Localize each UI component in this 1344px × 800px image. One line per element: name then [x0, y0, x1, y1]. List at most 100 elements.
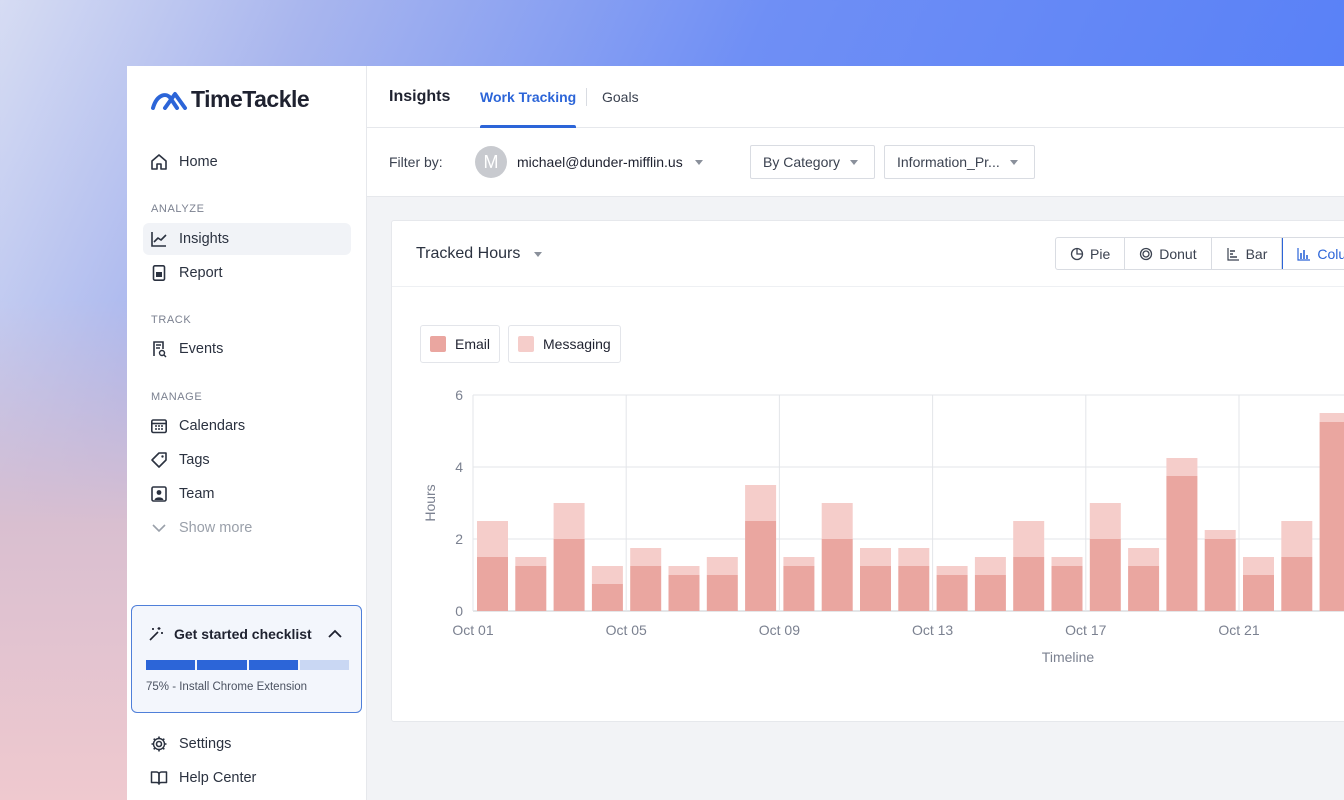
sidebar: TimeTackle Home ANALYZE Insights Report … [127, 66, 367, 800]
bar-messaging [1204, 530, 1236, 539]
tracked-hours-card: Tracked Hours Pie Donut Bar [391, 220, 1344, 722]
bar-email [821, 539, 853, 611]
bar-email [783, 566, 815, 611]
sidebar-item-tags[interactable]: Tags [143, 444, 351, 476]
chart-type-label: Colu [1317, 245, 1344, 262]
caret-down-icon [1009, 159, 1018, 165]
y-tick-label: 4 [455, 459, 463, 475]
checklist-status: 75% - Install Chrome Extension [146, 681, 308, 693]
bar-email [477, 557, 508, 611]
tab-work-tracking[interactable]: Work Tracking [480, 66, 577, 128]
group-by-select[interactable]: By Category [750, 145, 875, 179]
bar-messaging [668, 566, 700, 575]
top-tab-bar: Insights Work Tracking Goals [367, 66, 1344, 128]
bar-email [745, 521, 777, 611]
sidebar-item-insights[interactable]: Insights [143, 223, 351, 255]
bar-messaging [706, 557, 738, 575]
bar-messaging [1319, 413, 1344, 422]
sidebar-item-label: Report [179, 265, 223, 281]
chart-type-bar-button[interactable]: Bar [1212, 238, 1283, 269]
caret-down-icon [694, 159, 703, 165]
sidebar-item-label: Help Center [179, 770, 257, 786]
page-title: Insights [389, 88, 451, 105]
sidebar-item-calendars[interactable]: Calendars [143, 410, 351, 442]
filter-bar: Filter by: M michael@dunder-mifflin.us B… [367, 128, 1344, 197]
sidebar-item-settings[interactable]: Settings [143, 728, 351, 760]
bar-messaging [860, 548, 891, 566]
book-icon [149, 768, 169, 788]
bar-icon [1226, 247, 1240, 261]
x-tick-label: Oct 17 [1065, 622, 1106, 638]
bar-email [1166, 476, 1198, 611]
gear-icon [149, 734, 169, 754]
bar-messaging [783, 557, 815, 566]
tab-divider [586, 88, 587, 106]
bar-messaging [1128, 548, 1160, 566]
bar-messaging [745, 485, 777, 521]
get-started-checklist[interactable]: Get started checklist 75% - Install Chro… [131, 605, 362, 713]
sidebar-item-report[interactable]: Report [143, 257, 351, 289]
bar-email [668, 575, 700, 611]
bar-email [1243, 575, 1274, 611]
logo[interactable]: TimeTackle [151, 86, 310, 112]
metric-label: Tracked Hours [416, 245, 521, 262]
bar-messaging [591, 566, 623, 584]
bar-email [898, 566, 930, 611]
bar-email [1051, 566, 1083, 611]
sidebar-item-label: Events [179, 341, 224, 357]
sidebar-item-team[interactable]: Team [143, 478, 351, 510]
user-filter-dropdown[interactable]: M michael@dunder-mifflin.us [475, 145, 703, 179]
bar-email [1089, 539, 1121, 611]
bar-email [515, 566, 547, 611]
bar-email [591, 584, 623, 611]
x-tick-label: Oct 05 [606, 622, 647, 638]
bar-messaging [1166, 458, 1198, 476]
bar-messaging [553, 503, 585, 539]
x-axis-title: Timeline [1042, 649, 1095, 665]
bar-messaging [477, 521, 508, 557]
bar-email [706, 575, 738, 611]
events-icon [149, 339, 169, 359]
chart-type-switcher: Pie Donut Bar Colu [1055, 237, 1344, 270]
chart-type-donut-button[interactable]: Donut [1125, 238, 1212, 269]
category-select[interactable]: Information_Pr... [884, 145, 1035, 179]
chart-type-label: Bar [1245, 245, 1268, 262]
chart-type-column-button[interactable]: Colu [1282, 238, 1344, 269]
x-tick-label: Oct 09 [759, 622, 800, 638]
bar-email [1319, 422, 1344, 611]
section-label-track: TRACK [151, 314, 192, 326]
chevron-down-icon [149, 518, 169, 538]
bar-messaging [1013, 521, 1045, 557]
tab-goals[interactable]: Goals [602, 89, 639, 105]
caret-down-icon [534, 251, 543, 257]
report-icon [149, 263, 169, 283]
background-gradient [0, 300, 127, 800]
legend-item-messaging[interactable]: Messaging [508, 325, 621, 363]
app-window: TimeTackle Home ANALYZE Insights Report … [127, 66, 1344, 800]
y-axis-title: Hours [422, 484, 438, 521]
chevron-up-icon[interactable] [327, 626, 343, 647]
user-email: michael@dunder-mifflin.us [517, 154, 683, 170]
sidebar-item-events[interactable]: Events [143, 333, 351, 365]
bar-messaging [515, 557, 547, 566]
y-tick-label: 2 [455, 531, 463, 547]
y-tick-label: 0 [455, 603, 463, 619]
sidebar-item-show-more[interactable]: Show more [143, 512, 351, 544]
bar-email [1013, 557, 1045, 611]
sidebar-item-help-center[interactable]: Help Center [143, 762, 351, 794]
bar-messaging [1243, 557, 1274, 575]
bar-email [553, 539, 585, 611]
filter-label: Filter by: [389, 154, 443, 170]
calendar-icon [149, 416, 169, 436]
chart-type-pie-button[interactable]: Pie [1056, 238, 1126, 269]
metric-dropdown[interactable]: Tracked Hours [416, 245, 543, 263]
legend-item-email[interactable]: Email [420, 325, 501, 363]
x-tick-label: Oct 01 [452, 622, 493, 638]
sidebar-item-home[interactable]: Home [143, 146, 351, 178]
bar-messaging [1281, 521, 1313, 557]
bar-messaging [898, 548, 930, 566]
bar-email [860, 566, 891, 611]
checklist-title: Get started checklist [148, 626, 312, 642]
donut-icon [1139, 247, 1153, 261]
bar-email [1128, 566, 1160, 611]
